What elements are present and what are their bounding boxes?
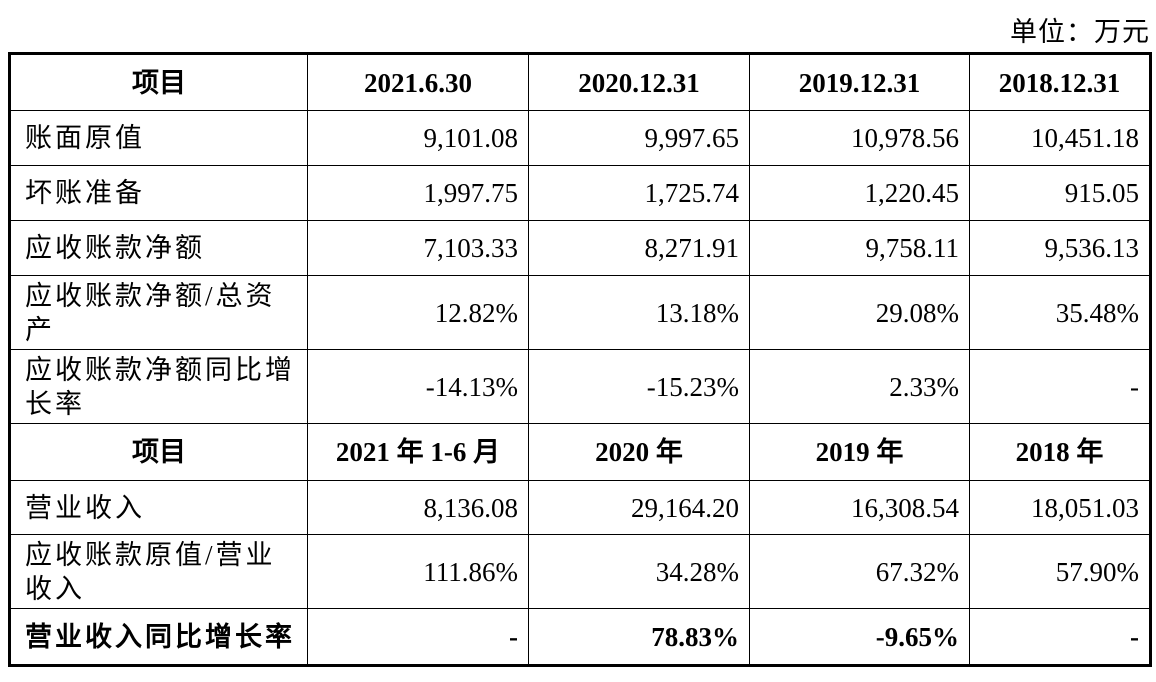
table-cell: -14.13% — [307, 349, 529, 424]
table-cell: 9,997.65 — [528, 110, 750, 166]
table-cell: 12.82% — [307, 275, 529, 350]
table-cell: 10,451.18 — [969, 110, 1151, 166]
header-cell: 2019.12.31 — [749, 53, 970, 111]
table-cell: 29,164.20 — [528, 480, 750, 535]
table-cell: - — [307, 608, 529, 666]
table-row: 应收账款净额同比增长率 -14.13% -15.23% 2.33% - — [9, 349, 1151, 424]
table-cell: 13.18% — [528, 275, 750, 350]
row-label: 营业收入同比增长率 — [9, 608, 308, 666]
table-row: 应收账款原值/营业收入 111.86% 34.28% 67.32% 57.90% — [9, 534, 1151, 609]
header-cell: 2018.12.31 — [969, 53, 1151, 111]
header-cell: 2018 年 — [969, 423, 1151, 481]
row-label: 应收账款净额/总资产 — [9, 275, 308, 350]
receivables-table: 项目 2021.6.30 2020.12.31 2019.12.31 2018.… — [8, 52, 1152, 667]
table-cell: 2.33% — [749, 349, 970, 424]
table-header-row: 项目 2021.6.30 2020.12.31 2019.12.31 2018.… — [9, 53, 1151, 111]
table-cell: 9,101.08 — [307, 110, 529, 166]
table-row: 应收账款净额/总资产 12.82% 13.18% 29.08% 35.48% — [9, 275, 1151, 350]
table-cell: 111.86% — [307, 534, 529, 609]
table-row: 营业收入 8,136.08 29,164.20 16,308.54 18,051… — [9, 480, 1151, 535]
table-cell: -9.65% — [749, 608, 970, 666]
table-cell: 7,103.33 — [307, 220, 529, 276]
table-cell: 915.05 — [969, 165, 1151, 221]
table-cell: 29.08% — [749, 275, 970, 350]
table-cell: 35.48% — [969, 275, 1151, 350]
table-cell: - — [969, 608, 1151, 666]
row-label: 应收账款净额 — [9, 220, 308, 276]
row-label: 坏账准备 — [9, 165, 308, 221]
table-cell: 18,051.03 — [969, 480, 1151, 535]
table-row: 坏账准备 1,997.75 1,725.74 1,220.45 915.05 — [9, 165, 1151, 221]
header-cell: 2020 年 — [528, 423, 750, 481]
table-cell: 67.32% — [749, 534, 970, 609]
table-cell: 9,536.13 — [969, 220, 1151, 276]
table-cell: 1,997.75 — [307, 165, 529, 221]
header-cell: 2021 年 1-6 月 — [307, 423, 529, 481]
row-label: 应收账款净额同比增长率 — [9, 349, 308, 424]
unit-label: 单位：万元 — [1010, 17, 1150, 47]
table-cell: 34.28% — [528, 534, 750, 609]
table-cell: 78.83% — [528, 608, 750, 666]
table-cell: 8,136.08 — [307, 480, 529, 535]
row-label: 应收账款原值/营业收入 — [9, 534, 308, 609]
table-cell: - — [969, 349, 1151, 424]
header-cell: 2021.6.30 — [307, 53, 529, 111]
table-row: 账面原值 9,101.08 9,997.65 10,978.56 10,451.… — [9, 110, 1151, 166]
table-row: 营业收入同比增长率 - 78.83% -9.65% - — [9, 608, 1151, 666]
row-label: 账面原值 — [9, 110, 308, 166]
header-cell: 2019 年 — [749, 423, 970, 481]
table-cell: 1,725.74 — [528, 165, 750, 221]
row-label: 营业收入 — [9, 480, 308, 535]
table-cell: 10,978.56 — [749, 110, 970, 166]
table-row: 应收账款净额 7,103.33 8,271.91 9,758.11 9,536.… — [9, 220, 1151, 276]
table-header-row: 项目 2021 年 1-6 月 2020 年 2019 年 2018 年 — [9, 423, 1151, 481]
header-cell: 项目 — [9, 53, 308, 111]
table-cell: 16,308.54 — [749, 480, 970, 535]
header-cell: 2020.12.31 — [528, 53, 750, 111]
table-cell: 9,758.11 — [749, 220, 970, 276]
table-cell: 57.90% — [969, 534, 1151, 609]
table-cell: 1,220.45 — [749, 165, 970, 221]
table-cell: -15.23% — [528, 349, 750, 424]
header-cell: 项目 — [9, 423, 308, 481]
table-cell: 8,271.91 — [528, 220, 750, 276]
